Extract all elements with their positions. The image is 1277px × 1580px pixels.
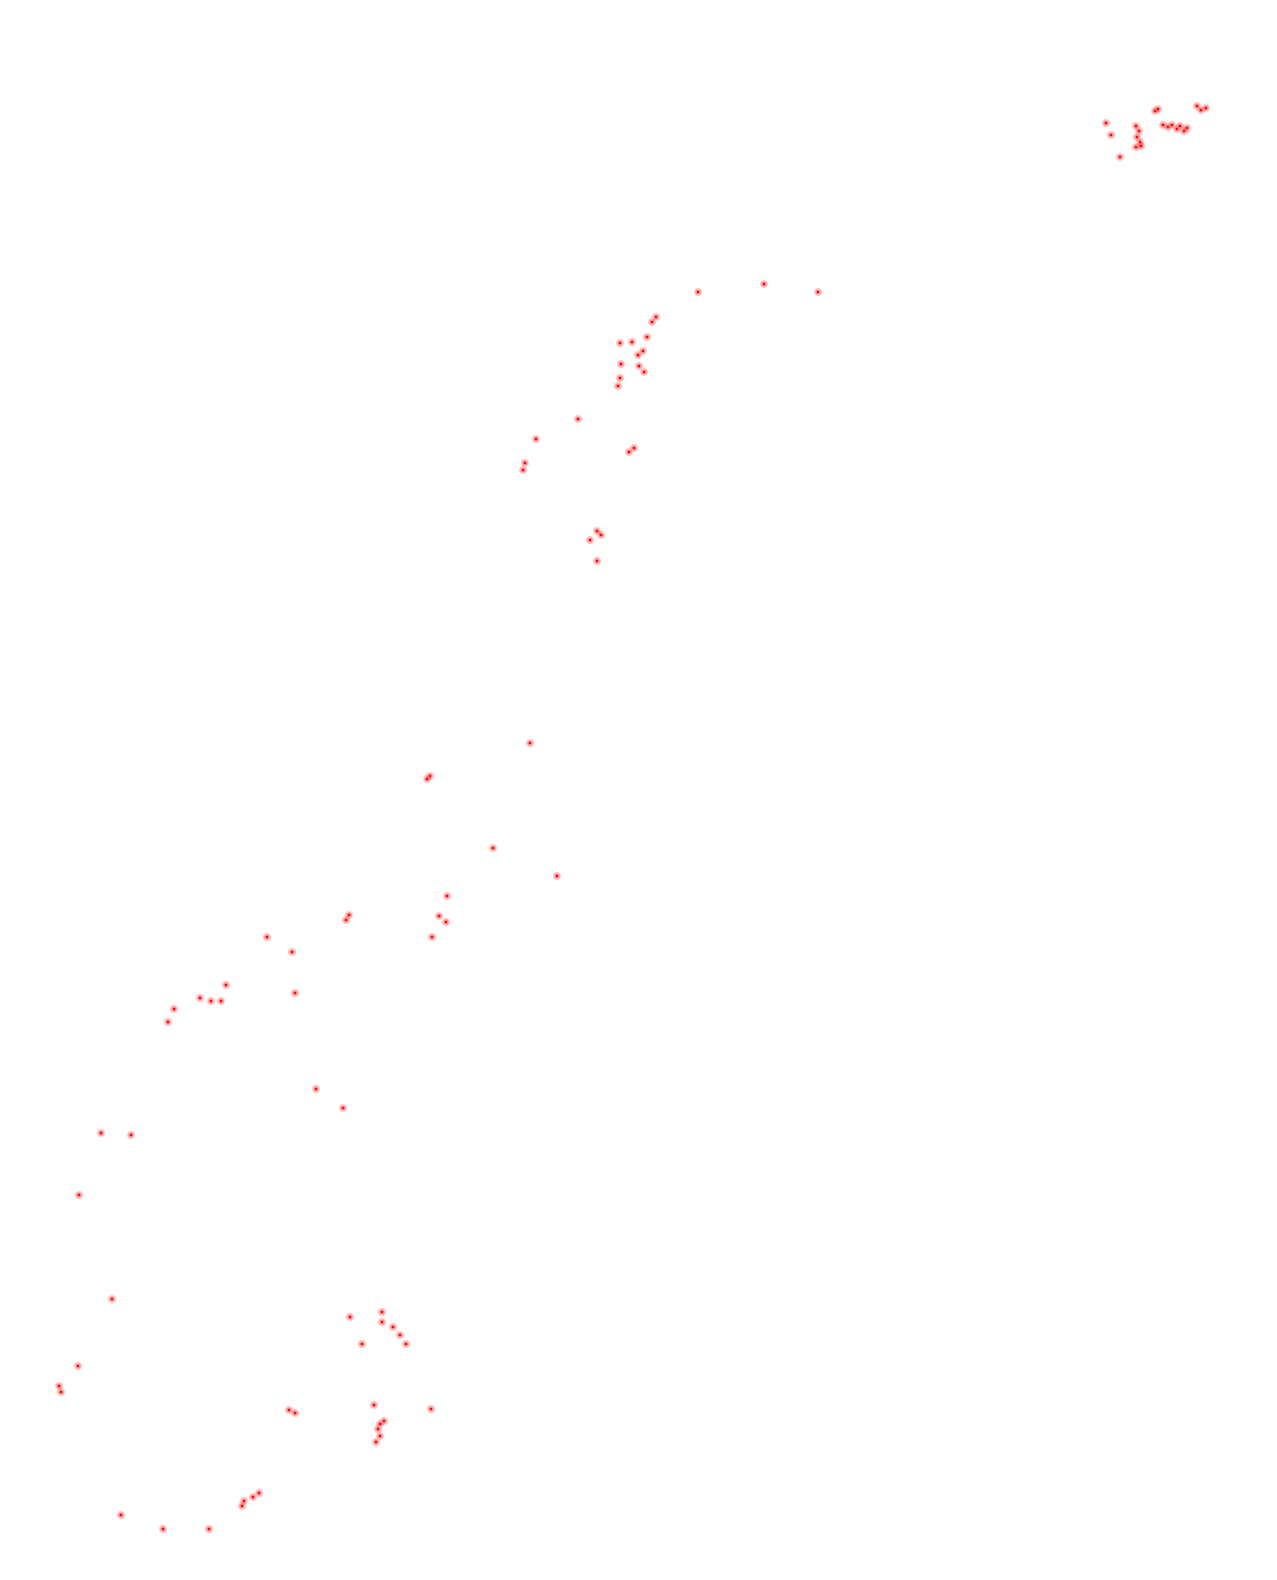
- map-marker-core: [251, 1495, 255, 1499]
- map-marker-core: [376, 1427, 380, 1431]
- map-marker-core: [293, 991, 297, 995]
- map-marker-core: [630, 340, 634, 344]
- map-marker-core: [314, 1087, 318, 1091]
- map-marker-core: [166, 1020, 170, 1024]
- map-marker-core: [287, 1408, 291, 1412]
- map-marker-core: [360, 1342, 364, 1346]
- map-marker-core: [348, 1315, 352, 1319]
- map-marker-core: [1135, 135, 1139, 139]
- map-marker-core: [599, 533, 603, 537]
- map-marker-core: [110, 1297, 114, 1301]
- map-marker-core: [1134, 124, 1138, 128]
- map-marker-core: [57, 1384, 61, 1388]
- map-marker-core: [374, 1440, 378, 1444]
- map-marker-core: [1185, 126, 1189, 130]
- map-marker-core: [240, 1504, 244, 1508]
- map-marker-core: [99, 1131, 103, 1135]
- map-marker-core: [1139, 144, 1143, 148]
- map-marker-core: [119, 1513, 123, 1517]
- map-marker-core: [172, 1007, 176, 1011]
- map-marker-core: [618, 376, 622, 380]
- map-marker-core: [344, 918, 348, 922]
- map-marker-core: [528, 741, 532, 745]
- map-marker-core: [198, 996, 202, 1000]
- map-marker-core: [1118, 155, 1122, 159]
- map-marker-core: [491, 846, 495, 850]
- map-marker-core: [380, 1320, 384, 1324]
- map-marker-core: [77, 1193, 81, 1197]
- map-marker-core: [207, 1527, 211, 1531]
- map-marker-core: [425, 777, 429, 781]
- map-marker-core: [430, 935, 434, 939]
- map-marker-core: [636, 353, 640, 357]
- map-marker-core: [616, 384, 620, 388]
- map-marker-core: [632, 446, 636, 450]
- map-marker-core: [293, 1411, 297, 1415]
- map-marker-core: [595, 559, 599, 563]
- map-marker-core: [209, 999, 213, 1003]
- map-marker-core: [224, 983, 228, 987]
- map-marker-core: [555, 874, 559, 878]
- map-marker-core: [76, 1364, 80, 1368]
- map-marker-core: [1137, 129, 1141, 133]
- map-marker-core: [265, 935, 269, 939]
- map-marker-core: [696, 290, 700, 294]
- map-marker-core: [391, 1325, 395, 1329]
- map-marker-core: [161, 1527, 165, 1531]
- map-marker-core: [588, 538, 592, 542]
- map-marker-core: [576, 417, 580, 421]
- map-marker-core: [523, 461, 527, 465]
- map-marker-core: [762, 282, 766, 286]
- map-marker-core: [347, 913, 351, 917]
- map-marker-core: [816, 290, 820, 294]
- map-marker-core: [1178, 124, 1182, 128]
- map-marker-core: [341, 1106, 345, 1110]
- map-marker-core: [641, 349, 645, 353]
- map-marker-core: [645, 335, 649, 339]
- map-marker-core: [219, 999, 223, 1003]
- map-marker-core: [1170, 123, 1174, 127]
- map-marker-core: [627, 450, 631, 454]
- marker-layer: [54, 101, 1211, 1534]
- map-marker-core: [437, 914, 441, 918]
- map-marker-core: [650, 320, 654, 324]
- map-marker-core: [654, 315, 658, 319]
- map-marker-core: [404, 1342, 408, 1346]
- map-marker-core: [290, 950, 294, 954]
- map-marker-core: [59, 1390, 63, 1394]
- map-marker-core: [619, 362, 623, 366]
- map-marker-core: [534, 437, 538, 441]
- map-marker-core: [1109, 133, 1113, 137]
- map-marker-core: [257, 1491, 261, 1495]
- map-marker-core: [398, 1333, 402, 1337]
- map-marker-core: [445, 894, 449, 898]
- map-marker-core: [1204, 106, 1208, 110]
- map-marker-core: [1156, 107, 1160, 111]
- map-marker-core: [642, 370, 646, 374]
- map-marker-core: [521, 468, 525, 472]
- map-marker-core: [372, 1403, 376, 1407]
- map-marker-core: [618, 341, 622, 345]
- map-marker-core: [637, 364, 641, 368]
- map-marker-core: [1104, 121, 1108, 125]
- map-marker-core: [380, 1310, 384, 1314]
- map-marker-core: [429, 1407, 433, 1411]
- map-marker-core: [378, 1434, 382, 1438]
- map-marker-core: [444, 920, 448, 924]
- map-marker-core: [129, 1133, 133, 1137]
